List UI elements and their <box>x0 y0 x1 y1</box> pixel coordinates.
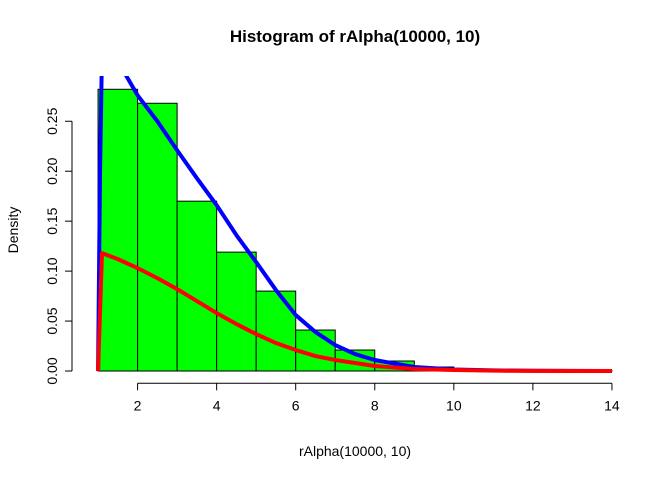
curves <box>96 76 612 374</box>
x-axis-label: rAlpha(10000, 10) <box>299 443 411 459</box>
y-tick-label: 0.10 <box>44 257 60 284</box>
chart-title: Histogram of rAlpha(10000, 10) <box>230 27 480 46</box>
x-tick-label: 8 <box>371 397 379 413</box>
x-tick-label: 12 <box>525 397 541 413</box>
y-tick-label: 0.05 <box>44 307 60 334</box>
y-tick-label: 0.25 <box>44 107 60 134</box>
y-tick-label: 0.00 <box>44 357 60 384</box>
y-tick-label: 0.20 <box>44 157 60 184</box>
bar <box>255 290 297 372</box>
bar <box>216 251 257 372</box>
bar <box>97 88 139 372</box>
bar <box>137 102 178 372</box>
x-tick-label: 10 <box>446 397 462 413</box>
axes: 2 4 6 8 10 12 14 0.00 0.05 0.10 0.15 0.20 0.25 <box>44 107 620 413</box>
x-tick-label: 14 <box>604 397 620 413</box>
x-tick-label: 4 <box>213 397 221 413</box>
x-tick-label: 2 <box>134 397 142 413</box>
y-axis-label: Density <box>5 207 21 254</box>
density-curve <box>96 251 612 374</box>
x-tick-label: 6 <box>292 397 300 413</box>
bars <box>97 88 613 372</box>
y-tick-label: 0.15 <box>44 207 60 234</box>
bar <box>176 200 218 372</box>
